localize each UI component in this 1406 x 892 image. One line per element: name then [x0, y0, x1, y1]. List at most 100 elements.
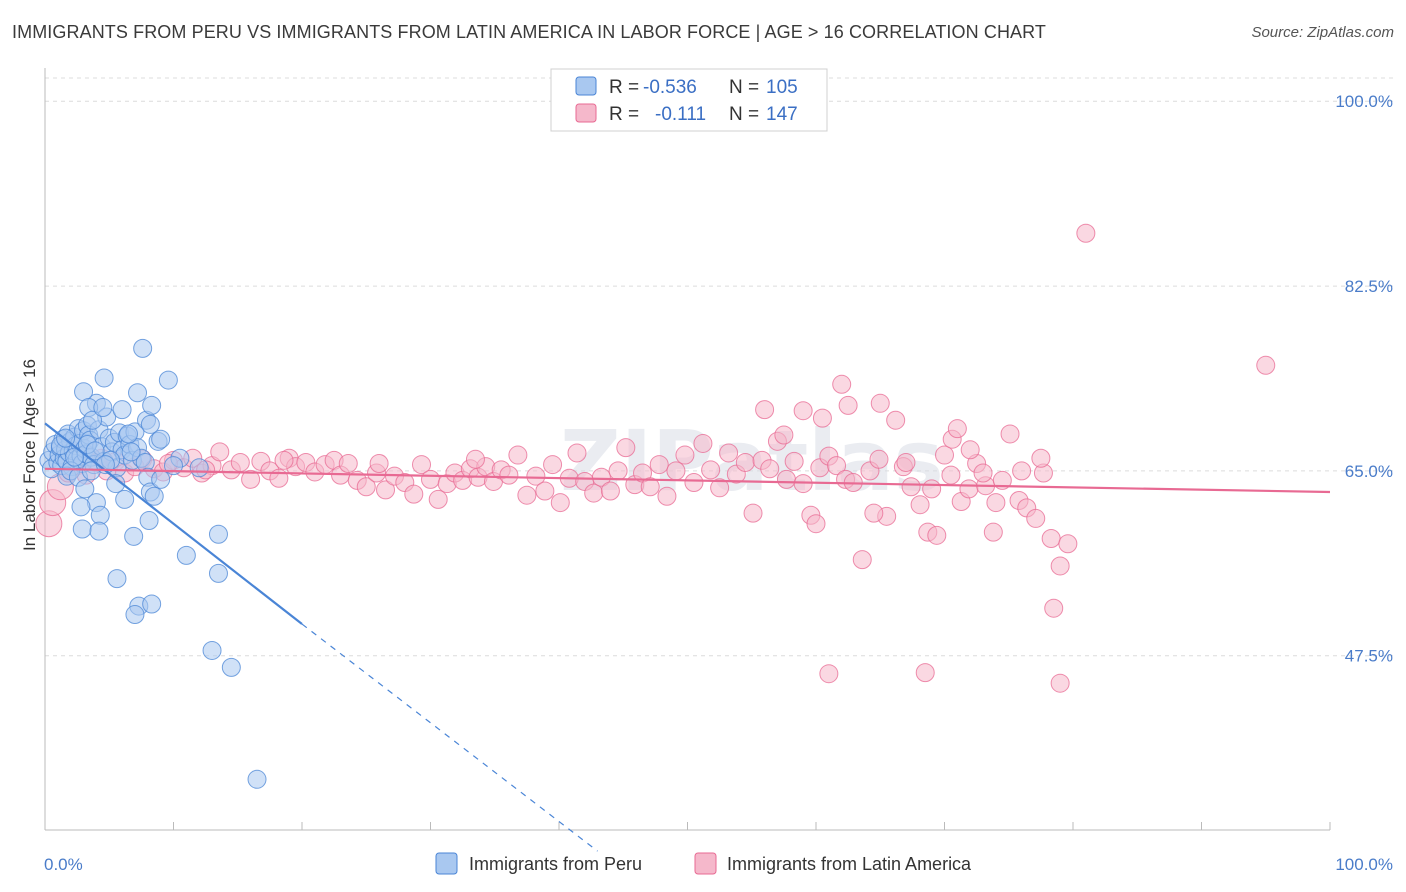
peru-point	[65, 447, 85, 467]
latin-america-point	[973, 463, 993, 483]
legend-r-label-peru: R =	[609, 77, 639, 98]
latin-america-point	[896, 452, 916, 472]
latin-america-point	[701, 460, 721, 480]
peru-point	[208, 563, 228, 583]
latin-america-point	[657, 486, 677, 506]
legend-r-label-latin: R =	[609, 104, 639, 125]
latin-america-point	[465, 449, 485, 469]
latin-america-point	[1000, 424, 1020, 444]
latin-america-point	[1041, 528, 1061, 548]
latin-america-point	[616, 438, 636, 458]
legend-swatch-latin	[575, 103, 597, 123]
latin-america-point	[517, 485, 537, 505]
legend-r-value-latin: -0.111	[655, 104, 706, 125]
latin-america-point	[986, 493, 1006, 513]
y-tick-label: 65.0%	[1345, 462, 1393, 481]
latin-america-point	[376, 480, 396, 500]
chart-title: IMMIGRANTS FROM PERU VS IMMIGRANTS FROM …	[12, 22, 1047, 42]
latin-america-point	[640, 477, 660, 497]
latin-america-point	[666, 461, 686, 481]
y-axis-title: In Labor Force | Age > 16	[20, 359, 39, 551]
latin-america-point	[1076, 223, 1096, 243]
latin-america-point	[719, 443, 739, 463]
latin-america-point	[338, 454, 358, 474]
bottom-legend-swatch-peru	[435, 852, 458, 875]
latin-america-point	[584, 483, 604, 503]
latin-america-point	[832, 374, 852, 394]
latin-america-point	[241, 469, 261, 489]
latin-america-point	[693, 433, 713, 453]
latin-america-point	[508, 445, 528, 465]
latin-america-point	[1256, 355, 1276, 375]
peru-point	[247, 769, 267, 789]
peru-trend-line	[44, 422, 303, 625]
peru-point	[112, 400, 132, 420]
latin-america-point	[774, 425, 794, 445]
latin-america-point	[675, 445, 695, 465]
peru-point	[75, 479, 95, 499]
peru-point	[151, 429, 171, 449]
peru-point	[71, 497, 91, 517]
latin-america-point	[421, 469, 440, 489]
latin-america-point	[608, 461, 628, 481]
bottom-legend-label-latin: Immigrants from Latin America	[727, 854, 972, 874]
y-tick-label: 82.5%	[1345, 277, 1393, 296]
peru-point	[90, 505, 110, 525]
latin-america-point	[806, 514, 826, 534]
latin-america-point	[901, 477, 921, 497]
latin-america-point	[1050, 556, 1070, 576]
y-tick-label: 100.0%	[1335, 92, 1393, 111]
peru-point	[124, 526, 144, 546]
legend-r-value-peru: -0.536	[643, 77, 697, 98]
latin-america-point	[230, 452, 250, 472]
legend-n-value-peru: 105	[766, 77, 798, 98]
latin-america-point	[710, 478, 730, 498]
latin-america-point	[1058, 534, 1078, 554]
latin-america-point	[369, 454, 389, 474]
latin-america-point	[819, 664, 839, 684]
peru-point	[106, 474, 126, 494]
latin-america-point	[941, 465, 961, 485]
peru-trend-extension	[301, 623, 598, 852]
latin-america-point	[886, 410, 906, 430]
latin-america-point	[983, 522, 1003, 542]
latin-america-trend-line	[44, 467, 1331, 494]
latin-america-point	[1050, 673, 1070, 693]
peru-point	[121, 442, 141, 462]
x-axis-max-label: 100.0%	[1335, 855, 1393, 874]
bottom-legend-label-peru: Immigrants from Peru	[469, 854, 642, 874]
latin-america-point	[922, 479, 942, 499]
latin-america-point	[591, 467, 611, 487]
y-tick-labels: 47.5% 65.0% 82.5% 100.0%	[1335, 92, 1393, 665]
latin-america-point	[499, 465, 519, 485]
peru-point	[94, 368, 114, 388]
peru-point	[72, 519, 92, 539]
peru-point	[85, 441, 105, 461]
peru-points	[39, 338, 267, 789]
latin-america-point	[784, 451, 804, 471]
peru-point	[133, 338, 153, 358]
peru-point	[128, 383, 148, 403]
peru-point	[140, 414, 160, 434]
latin-america-point	[210, 442, 230, 462]
latin-america-point	[1012, 461, 1032, 481]
latin-america-point	[935, 445, 954, 465]
latin-america-point	[1044, 598, 1064, 618]
series-legend: Immigrants from Peru Immigrants from Lat…	[435, 852, 972, 875]
peru-point	[119, 424, 139, 444]
latin-america-point	[356, 477, 376, 497]
latin-america-point	[743, 503, 763, 523]
latin-america-point	[684, 473, 704, 493]
latin-america-point	[869, 449, 889, 469]
peru-point	[208, 524, 228, 544]
peru-point	[144, 486, 164, 506]
peru-point	[142, 594, 162, 614]
latin-america-point	[812, 408, 832, 428]
y-tick-label: 47.5%	[1345, 647, 1393, 666]
latin-america-point	[915, 663, 935, 683]
latin-america-point	[793, 401, 813, 421]
latin-america-point	[567, 443, 587, 463]
peru-point	[125, 605, 145, 625]
trend-lines	[44, 422, 1331, 852]
peru-point	[221, 657, 241, 677]
